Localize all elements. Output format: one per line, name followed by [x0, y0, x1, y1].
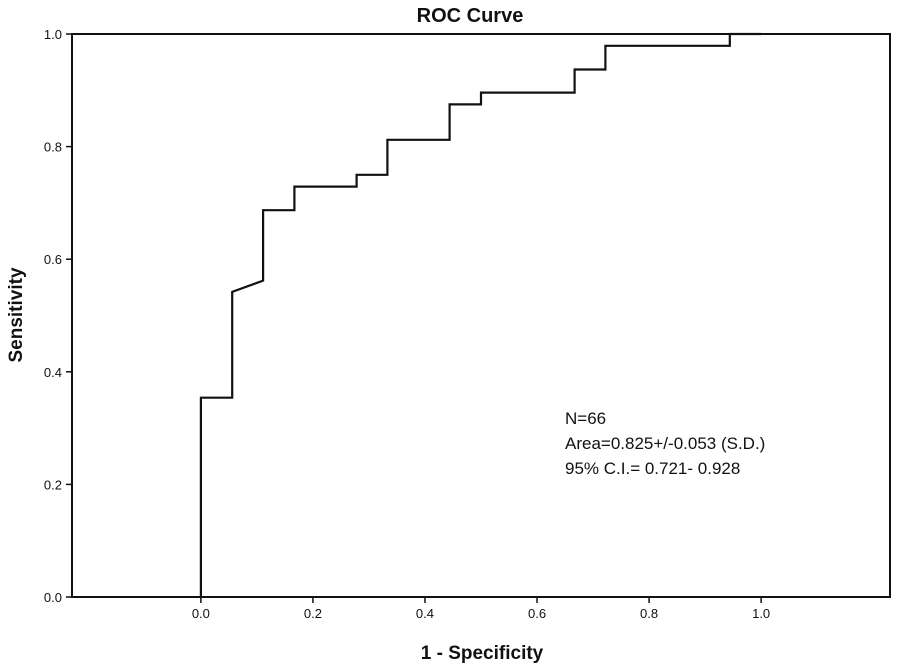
- x-tick-label: 0.0: [192, 606, 210, 621]
- x-axis-label: 1 - Specificity: [421, 643, 544, 664]
- annotation-line: 95% C.I.= 0.721- 0.928: [565, 459, 740, 478]
- chart-title: ROC Curve: [417, 5, 524, 27]
- y-tick-label: 0.6: [44, 252, 62, 267]
- annotation-line: N=66: [565, 409, 606, 428]
- x-tick-label: 0.2: [304, 606, 322, 621]
- x-axis-ticks: 0.0 0.2 0.4 0.6 0.8 1.0: [192, 597, 770, 621]
- annotation-line: Area=0.825+/-0.053 (S.D.): [565, 434, 765, 453]
- y-tick-label: 0.0: [44, 590, 62, 605]
- x-tick-label: 0.6: [528, 606, 546, 621]
- y-tick-label: 0.8: [44, 140, 62, 155]
- y-tick-label: 1.0: [44, 27, 62, 42]
- plot-frame: [71, 33, 891, 598]
- annotation-block: N=66 Area=0.825+/-0.053 (S.D.) 95% C.I.= 0…: [565, 409, 765, 478]
- y-axis-ticks: 0.0 0.2 0.4 0.6 0.8 1.0: [44, 27, 72, 605]
- x-tick-label: 0.4: [416, 606, 434, 621]
- y-axis-label: Sensitivity: [6, 267, 27, 362]
- roc-curve-line: [199, 32, 762, 597]
- y-tick-label: 0.2: [44, 477, 62, 492]
- x-tick-label: 1.0: [752, 606, 770, 621]
- y-tick-label: 0.4: [44, 365, 62, 380]
- x-tick-label: 0.8: [640, 606, 658, 621]
